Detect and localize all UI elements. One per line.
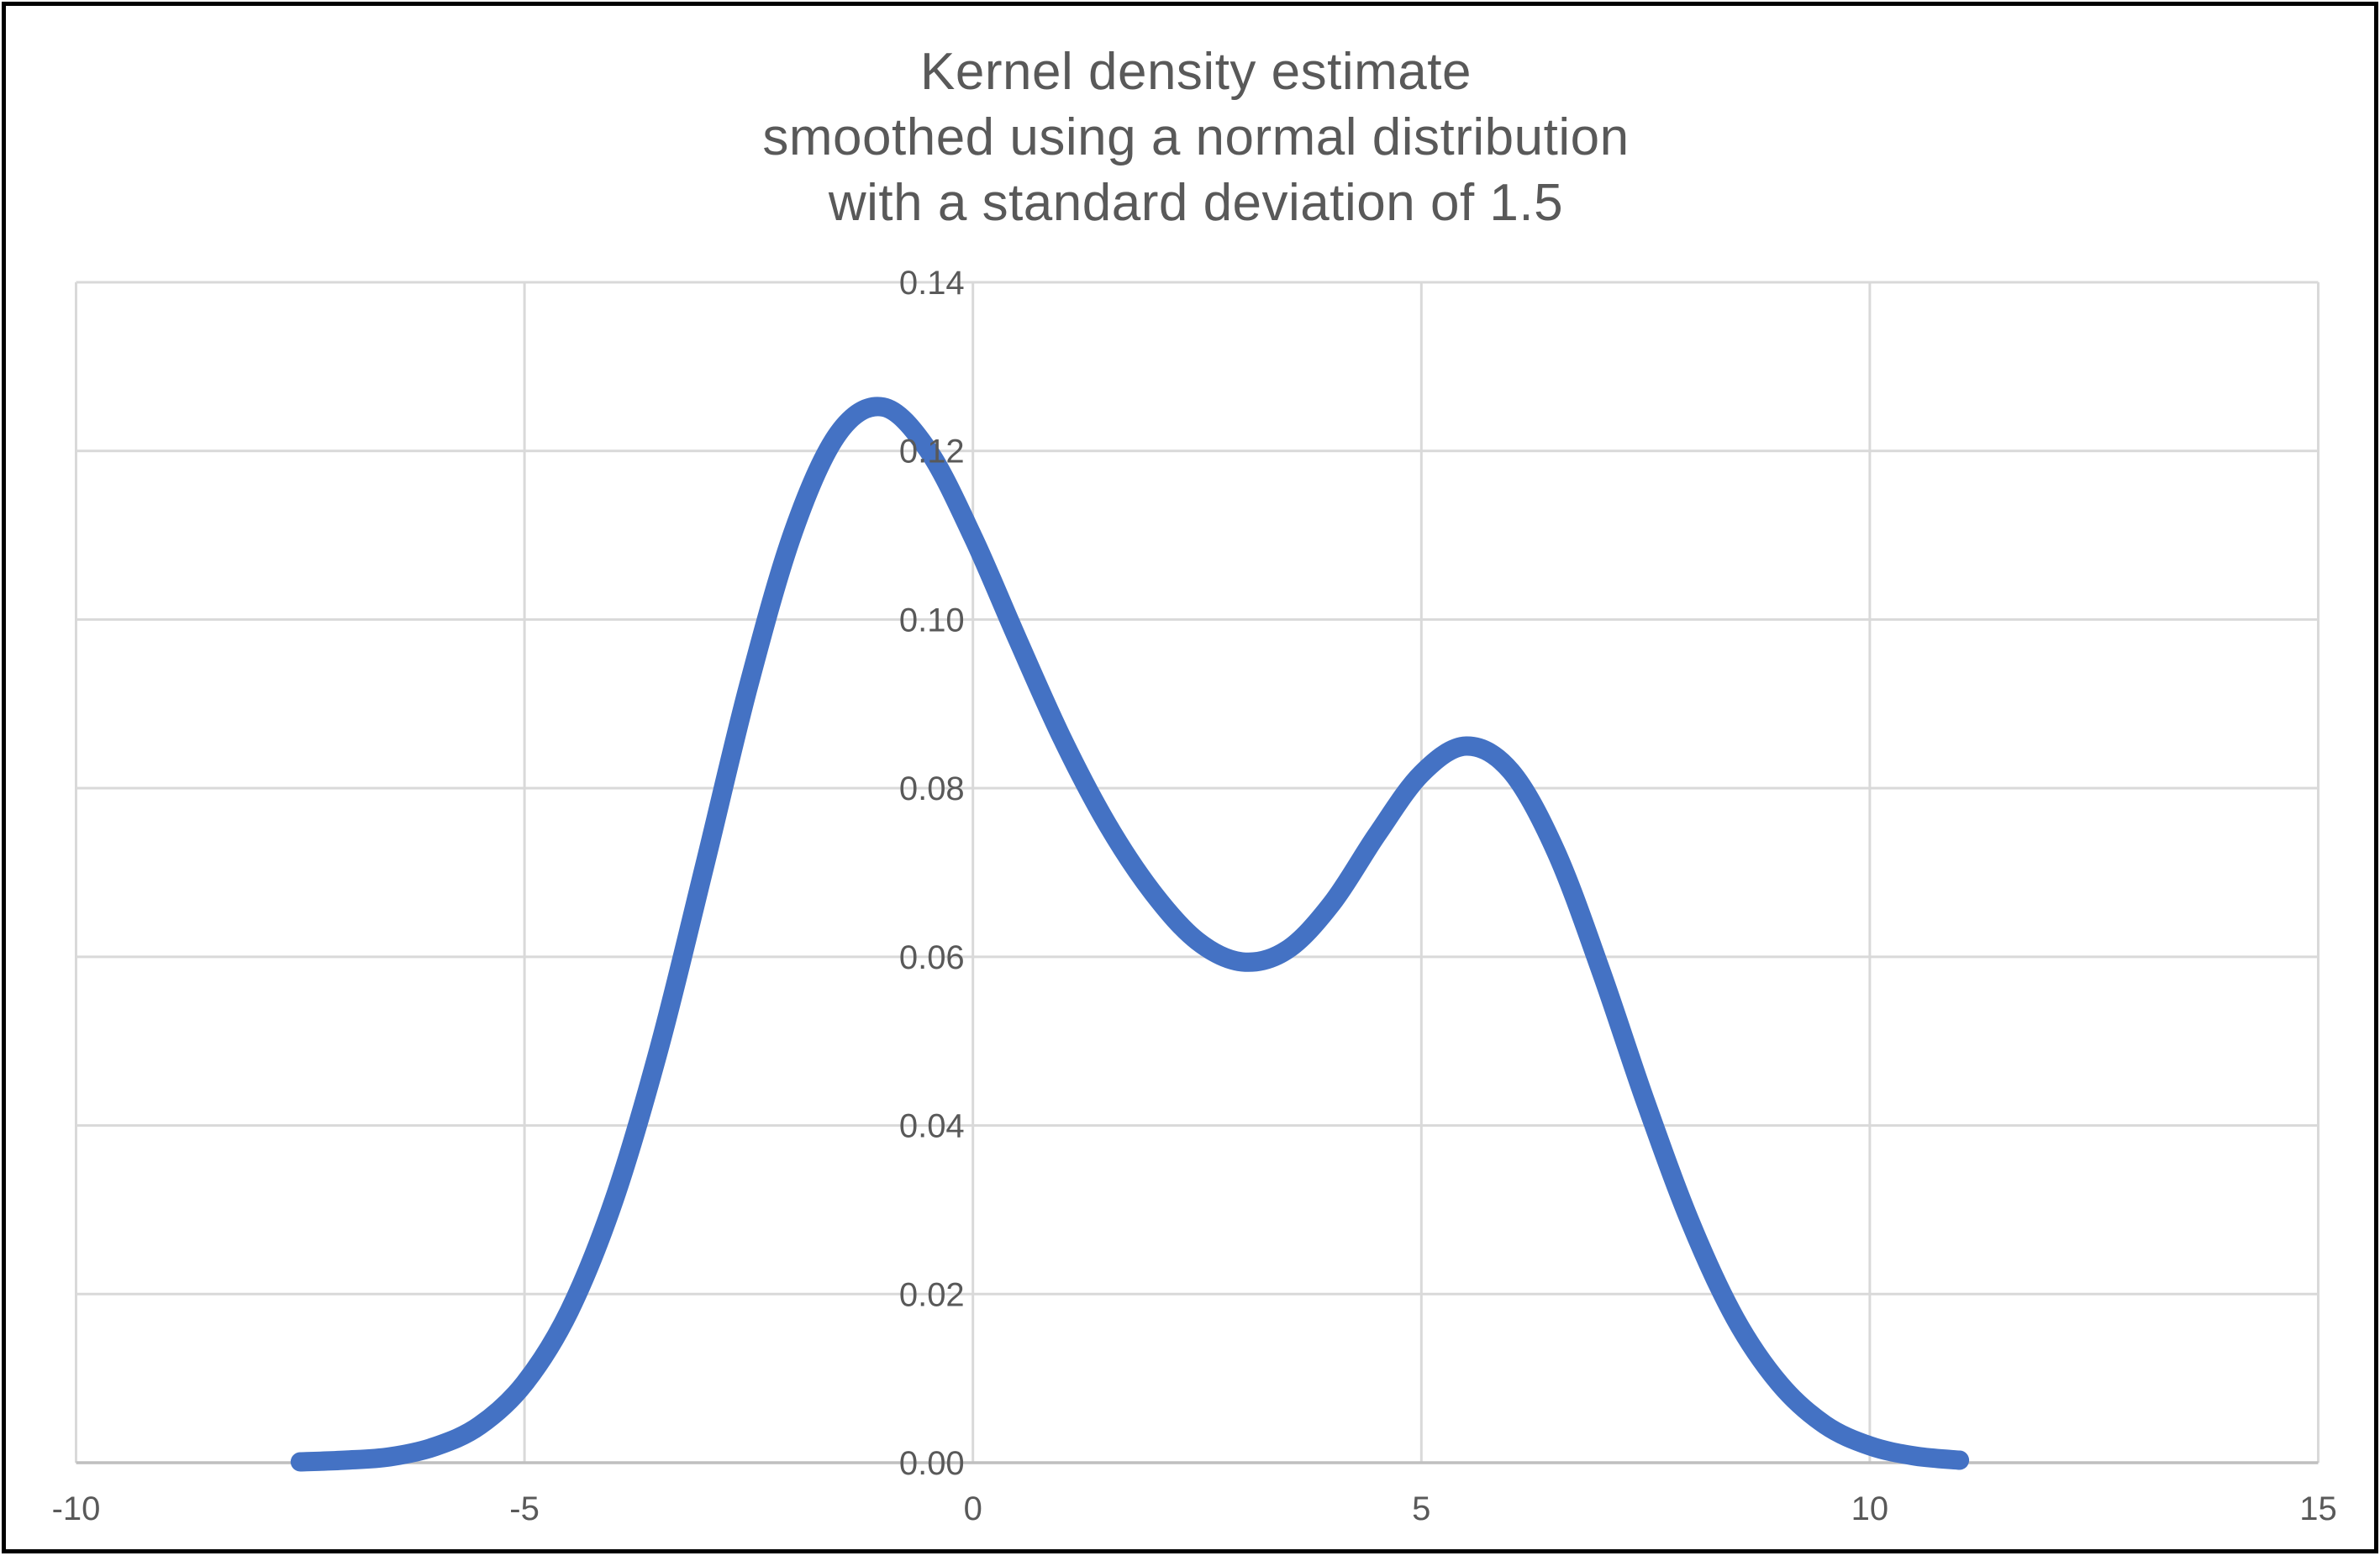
y-tick-label: 0.14 <box>899 265 965 302</box>
y-tick-label: 0.08 <box>899 770 965 807</box>
x-tick-label: 5 <box>1412 1490 1430 1527</box>
y-tick-label: 0.04 <box>899 1108 965 1145</box>
chart-title-line-3: with a standard deviation of 1.5 <box>828 174 1564 232</box>
y-tick-label: 0.00 <box>899 1445 965 1482</box>
y-tick-label: 0.12 <box>899 434 965 470</box>
plot-area: 0.00 0.02 0.04 0.06 0.08 0.10 0.12 0.14 -10 -5 0 5 1… <box>52 265 2337 1527</box>
x-tick-label: -5 <box>509 1490 540 1527</box>
x-tick-label: 0 <box>964 1490 982 1527</box>
chart-title-line-1: Kernel density estimate <box>920 43 1472 101</box>
x-tick-label: 15 <box>2299 1490 2337 1527</box>
kde-curve <box>290 397 1970 1472</box>
x-tick-label: -10 <box>52 1490 101 1527</box>
chart-title: Kernel density estimate smoothed using a… <box>6 39 2380 236</box>
x-tick-label: 10 <box>1851 1490 1889 1527</box>
y-tick-label: 0.10 <box>899 602 965 639</box>
chart-title-line-2: smoothed using a normal distribution <box>762 108 1630 166</box>
y-tick-label: 0.06 <box>899 939 965 976</box>
y-tick-label: 0.02 <box>899 1276 965 1313</box>
